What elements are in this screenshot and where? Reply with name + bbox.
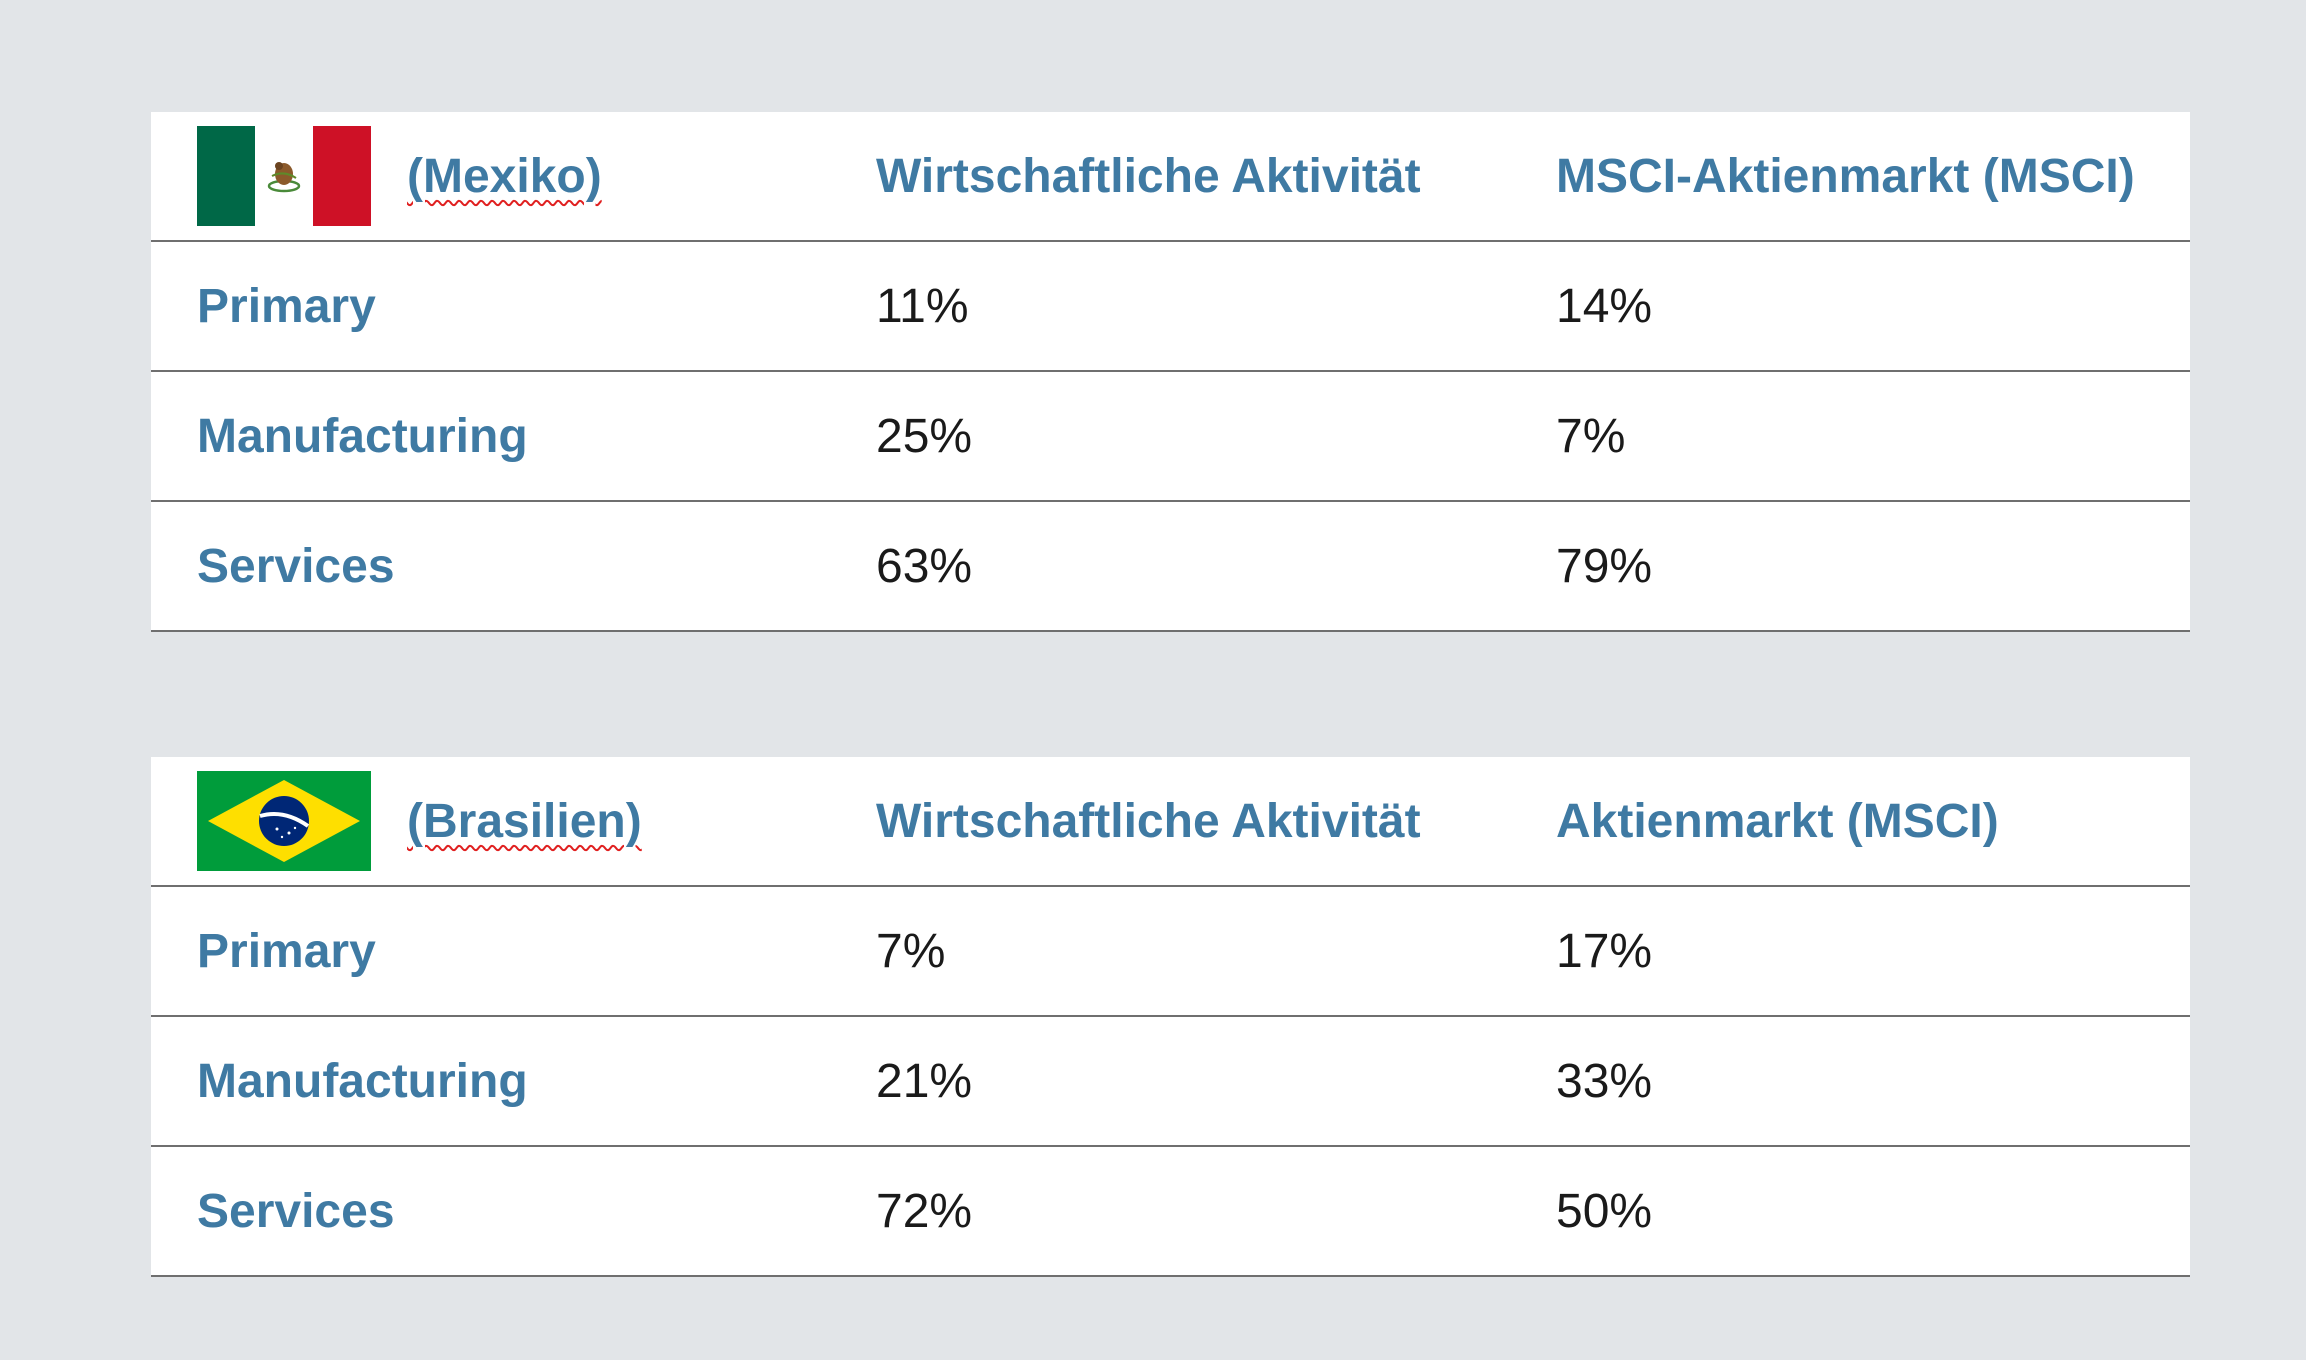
column-header-activity: Wirtschaftliche Aktivität xyxy=(876,794,1421,848)
market-value: 17% xyxy=(1556,924,1653,978)
table-header-row: (Mexiko) Wirtschaftliche Aktivität MSCI-… xyxy=(151,112,2190,242)
country-name: (Brasilien) xyxy=(407,794,642,848)
country-name: (Mexiko) xyxy=(407,149,602,203)
activity-value: 21% xyxy=(876,1054,973,1108)
row-label: Services xyxy=(197,1184,395,1238)
market-value: 7% xyxy=(1556,409,1626,463)
table-row: Primary 7% 17% xyxy=(151,887,2190,1017)
market-value: 33% xyxy=(1556,1054,1653,1108)
country-header: (Mexiko) xyxy=(197,112,602,240)
market-value: 50% xyxy=(1556,1184,1653,1238)
activity-value: 63% xyxy=(876,539,973,593)
table-row: Manufacturing 21% 33% xyxy=(151,1017,2190,1147)
row-label: Manufacturing xyxy=(197,1054,528,1108)
activity-value: 72% xyxy=(876,1184,973,1238)
row-label: Primary xyxy=(197,279,376,333)
mexico-table: (Mexiko) Wirtschaftliche Aktivität MSCI-… xyxy=(151,112,2190,632)
column-header-market: MSCI-Aktienmarkt (MSCI) xyxy=(1556,149,2135,203)
table-header-row: (Brasilien) Wirtschaftliche Aktivität Ak… xyxy=(151,757,2190,887)
column-header-market: Aktienmarkt (MSCI) xyxy=(1556,794,1999,848)
table-row: Services 72% 50% xyxy=(151,1147,2190,1277)
table-row: Services 63% 79% xyxy=(151,502,2190,632)
activity-value: 7% xyxy=(876,924,946,978)
column-header-activity: Wirtschaftliche Aktivität xyxy=(876,149,1421,203)
market-value: 79% xyxy=(1556,539,1653,593)
activity-value: 11% xyxy=(876,279,969,333)
table-row: Primary 11% 14% xyxy=(151,242,2190,372)
row-label: Primary xyxy=(197,924,376,978)
table-row: Manufacturing 25% 7% xyxy=(151,372,2190,502)
activity-value: 25% xyxy=(876,409,973,463)
mexico-flag-icon xyxy=(197,126,371,226)
row-label: Services xyxy=(197,539,395,593)
row-label: Manufacturing xyxy=(197,409,528,463)
market-value: 14% xyxy=(1556,279,1653,333)
country-header: (Brasilien) xyxy=(197,757,642,885)
brazil-table: (Brasilien) Wirtschaftliche Aktivität Ak… xyxy=(151,757,2190,1277)
brazil-flag-icon xyxy=(197,771,371,871)
